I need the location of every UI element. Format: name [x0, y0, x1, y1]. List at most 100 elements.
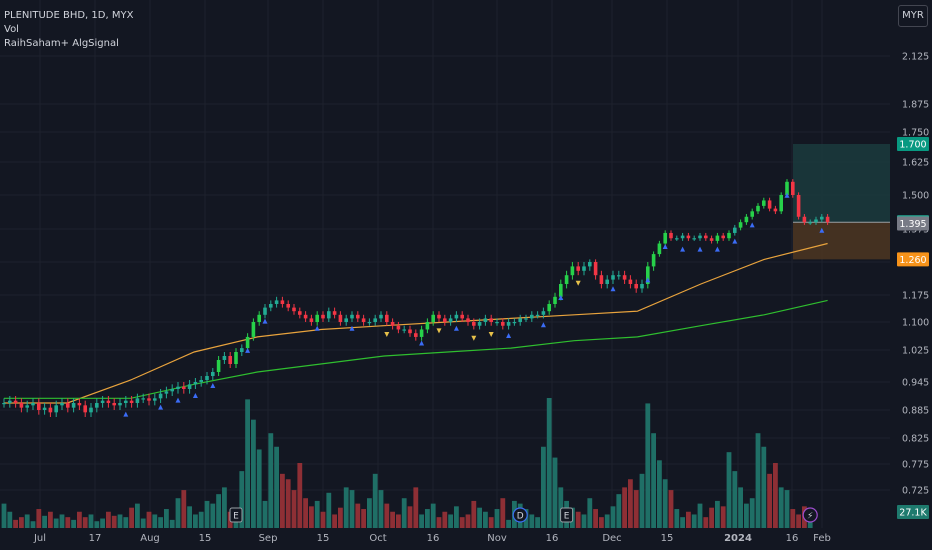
symbol-title[interactable]: PLENITUDE BHD, 1D, MYX: [4, 10, 134, 21]
candle-body: [570, 266, 575, 276]
ma-slow-line: [4, 299, 828, 399]
candle-body: [802, 216, 807, 223]
volume-bar: [796, 514, 801, 528]
candle-body: [269, 304, 273, 308]
candle-body: [547, 304, 551, 312]
candle-body: [727, 232, 731, 239]
volume-bar: [506, 519, 511, 528]
volume-bar: [175, 498, 181, 528]
candle-body: [274, 300, 279, 304]
candle-body: [83, 405, 87, 413]
moving-averages: [4, 242, 828, 404]
volume-bar: [483, 511, 488, 528]
volume-bar: [726, 452, 732, 528]
volume-bar: [773, 463, 778, 528]
candle-body: [663, 232, 667, 244]
volume-bar: [616, 494, 622, 528]
event-markers[interactable]: E D E ⚡: [229, 507, 818, 523]
volume-bar: [152, 514, 158, 528]
candle-body: [286, 304, 290, 308]
volume-indicator-label[interactable]: Vol: [4, 24, 19, 35]
candle-body: [448, 318, 453, 322]
volume-bar: [604, 514, 610, 528]
volume-bar: [193, 514, 198, 528]
volume-bar: [784, 490, 790, 528]
candle-body: [350, 314, 354, 319]
candle-body: [634, 284, 638, 289]
candle-body: [628, 279, 633, 284]
buy-signal-icon: [697, 246, 703, 252]
buy-signal-icon: [819, 227, 825, 233]
y-tick-label: 1.625: [902, 158, 929, 169]
volume-bar: [703, 517, 709, 528]
sell-signal-icon: [436, 328, 442, 334]
candle-body: [582, 266, 586, 271]
candle-body: [773, 208, 778, 212]
volume-bar: [488, 517, 494, 528]
candle-body: [164, 391, 169, 394]
y-tick-label: 1.025: [902, 346, 929, 357]
time-axis[interactable]: Jul 17 Aug 15 Sep 15 Oct 16 Nov 16 Dec 15 2024 16 Feb: [33, 533, 831, 544]
algsignal-indicator-label[interactable]: RaihSaham+ AlgSignal: [4, 38, 119, 49]
candle-body: [147, 398, 151, 401]
event-marker-badge: [560, 507, 574, 523]
volume-bar: [494, 509, 500, 528]
volume-bar: [575, 511, 581, 528]
buy-signal-icon: [245, 347, 251, 353]
candle-body: [605, 279, 609, 284]
buy-signal-icon: [784, 192, 790, 198]
volume-bar: [158, 517, 163, 528]
candle-body: [396, 325, 401, 330]
candle-body: [315, 314, 319, 322]
x-tick-label: 17: [89, 533, 102, 544]
candle-body: [280, 300, 285, 304]
x-tick-label: 16: [546, 533, 559, 544]
buy-signal-icon: [732, 238, 738, 244]
event-marker-badge: [512, 507, 528, 523]
candle-body: [124, 400, 128, 403]
candle-body: [576, 266, 580, 271]
volume-bar: [778, 487, 784, 528]
price-label-text: 1.260: [899, 255, 926, 266]
price-label-box: [897, 216, 929, 231]
volume-bar: [401, 498, 407, 528]
candle-body: [796, 195, 801, 217]
buy-signal-icon: [158, 404, 164, 410]
candle-body: [298, 311, 302, 315]
signal-markers: [123, 192, 825, 417]
x-tick-label: 16: [786, 533, 799, 544]
candle-body: [321, 314, 325, 319]
candle-body: [234, 352, 238, 364]
candle-body: [617, 275, 621, 277]
currency-button[interactable]: MYR: [898, 5, 928, 27]
x-tick-label: 2024: [724, 533, 752, 544]
volume-bar: [744, 503, 749, 528]
event-marker-text: D: [517, 512, 524, 522]
x-tick-label: Feb: [813, 533, 831, 544]
candle-body: [460, 314, 464, 319]
candle-body: [402, 329, 406, 331]
candle-body: [454, 314, 459, 319]
volume-bar: [738, 487, 743, 528]
volume-bar: [372, 473, 378, 528]
volume-bar: [117, 514, 123, 528]
candle-body: [8, 400, 12, 403]
buy-signal-icon: [506, 333, 512, 338]
buy-signal-icon: [175, 397, 181, 403]
candle-body: [721, 235, 725, 239]
y-tick-label: 0.775: [902, 460, 929, 471]
volume-bar: [94, 521, 100, 528]
candle-body: [106, 400, 111, 403]
price-label-text: 1.700: [899, 140, 926, 151]
candle-body: [477, 322, 482, 326]
volume-bar: [581, 514, 587, 528]
buy-signal-icon: [749, 222, 755, 228]
volume-bar: [419, 514, 424, 528]
volume-bar: [645, 403, 651, 528]
candle-body: [495, 322, 499, 324]
buy-signal-icon: [419, 340, 425, 346]
volume-bar: [355, 503, 361, 528]
volume-bar: [535, 517, 540, 528]
volume-bar: [111, 515, 117, 528]
